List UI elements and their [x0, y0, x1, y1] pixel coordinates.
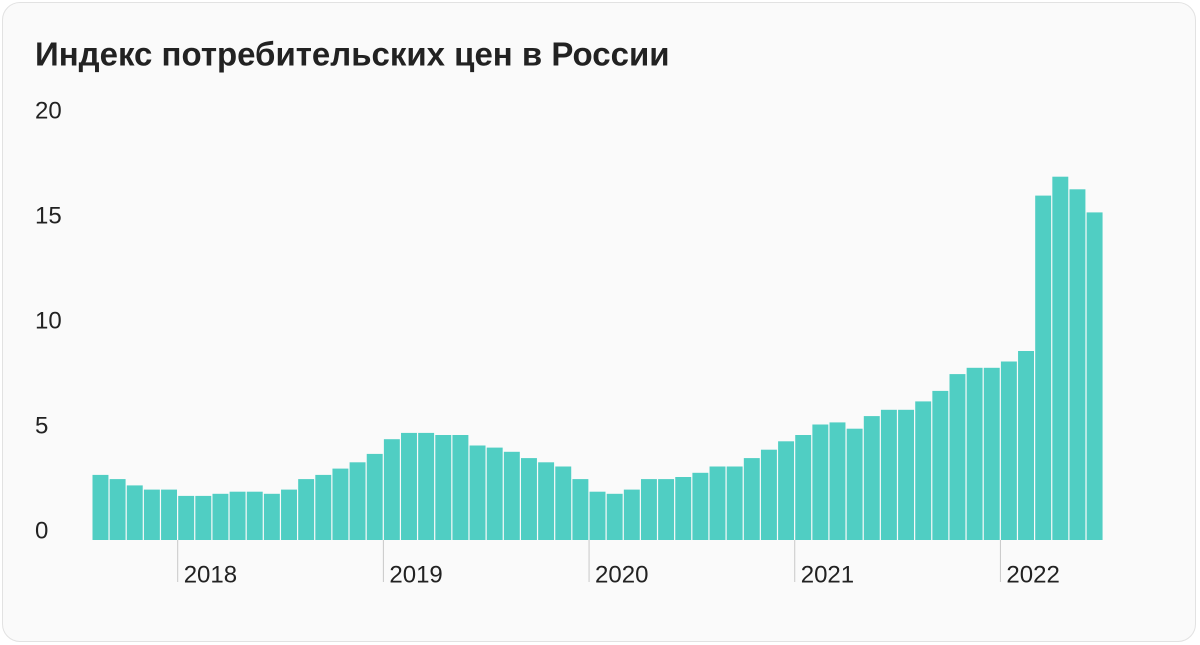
bar — [469, 445, 486, 540]
bar — [1035, 195, 1052, 540]
bar — [795, 435, 812, 540]
x-tick-label: 2020 — [595, 561, 648, 588]
bar — [606, 493, 623, 540]
bar — [709, 466, 726, 540]
bar — [263, 493, 280, 540]
bar — [658, 479, 675, 540]
bar — [949, 374, 966, 540]
bar — [726, 466, 743, 540]
bar — [1069, 189, 1086, 541]
bar — [1018, 351, 1034, 540]
bar — [486, 447, 503, 540]
y-tick-label: 5 — [35, 412, 48, 439]
bar — [401, 432, 417, 540]
bar — [623, 489, 640, 540]
bar — [760, 449, 777, 540]
bar — [555, 466, 572, 540]
x-tick-label: 2019 — [389, 561, 442, 588]
x-tick-label: 2018 — [184, 561, 237, 588]
bar — [435, 435, 452, 540]
bar — [572, 479, 589, 540]
y-tick-label: 20 — [35, 97, 62, 124]
y-tick-label: 0 — [35, 517, 48, 544]
x-tick-label: 2022 — [1006, 561, 1059, 588]
bar — [383, 439, 400, 540]
bar — [298, 479, 315, 540]
bar — [366, 453, 383, 540]
bar — [932, 390, 949, 540]
bar — [1086, 212, 1103, 540]
bar — [898, 409, 915, 540]
bar — [178, 495, 195, 540]
bar — [1000, 361, 1017, 540]
bar — [126, 485, 143, 540]
bar — [452, 435, 469, 540]
bar — [503, 451, 520, 540]
bar — [143, 489, 160, 540]
bar — [109, 479, 126, 540]
bar — [640, 479, 657, 540]
bar — [212, 493, 229, 540]
bar — [692, 472, 709, 540]
bar — [846, 428, 863, 540]
x-tick-label: 2021 — [801, 561, 854, 588]
bar — [966, 367, 983, 540]
bar — [161, 489, 177, 540]
bar — [281, 489, 297, 540]
bar — [521, 458, 537, 540]
y-tick-label: 15 — [35, 202, 62, 229]
bar — [829, 422, 846, 540]
bar — [195, 495, 212, 540]
y-tick-label: 10 — [35, 307, 62, 334]
bar — [349, 462, 366, 540]
bar — [315, 474, 332, 540]
bar — [229, 491, 246, 540]
bar — [538, 462, 555, 540]
bar — [863, 416, 880, 540]
bar — [92, 474, 109, 540]
bar — [675, 477, 692, 540]
bar — [1052, 176, 1069, 540]
bar — [589, 491, 606, 540]
bar — [332, 468, 349, 540]
bar — [983, 367, 1000, 540]
bar — [246, 491, 263, 540]
bar — [778, 441, 795, 540]
chart-title: Индекс потребительских цен в России — [35, 36, 670, 73]
bar — [915, 401, 932, 540]
bar — [880, 409, 897, 540]
bar — [418, 432, 435, 540]
bar — [812, 424, 829, 540]
bar — [743, 458, 760, 540]
